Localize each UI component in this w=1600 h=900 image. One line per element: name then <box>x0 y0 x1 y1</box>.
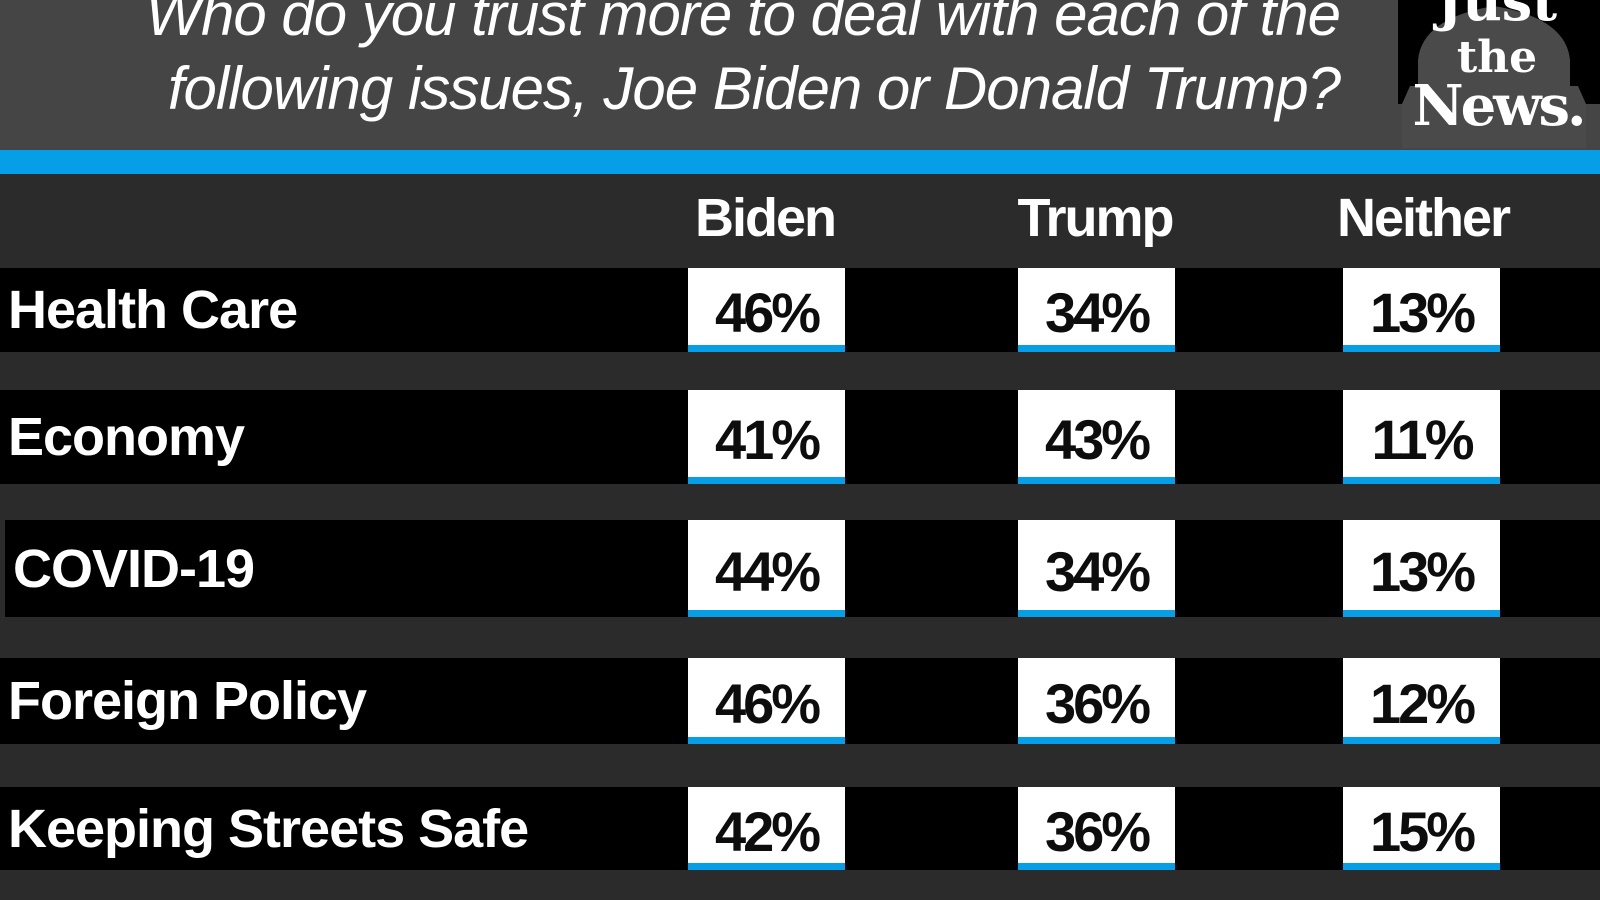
value-label: 44% <box>714 540 821 603</box>
column-header-biden: Biden <box>694 188 837 248</box>
value-label: 42% <box>714 800 821 863</box>
value-cell-trump: 43% <box>1018 390 1175 484</box>
title-line-2: following issues, Joe Biden or Donald Tr… <box>167 55 1341 122</box>
value-cell-biden: 42% <box>688 787 845 870</box>
value-cell-neither: 15% <box>1343 787 1500 870</box>
logo-text-just: Just <box>1436 0 1558 33</box>
value-label: 34% <box>1044 281 1151 344</box>
value-cell-biden: 46% <box>688 658 845 744</box>
row-label: Economy <box>8 407 245 467</box>
chart-title: Who do you trust more to deal with each … <box>40 0 1341 126</box>
value-cell-neither: 13% <box>1343 268 1500 352</box>
value-cell-neither: 12% <box>1343 658 1500 744</box>
value-label: 15% <box>1369 800 1476 863</box>
table-row-covid-19: COVID-19 44% 34% 13% <box>5 520 1600 617</box>
row-label: Health Care <box>8 280 298 340</box>
row-label: Foreign Policy <box>8 671 367 731</box>
row-label: COVID-19 <box>13 539 255 599</box>
accent-band <box>0 150 1600 174</box>
value-label: 13% <box>1369 540 1476 603</box>
value-cell-trump: 34% <box>1018 520 1175 617</box>
value-label: 36% <box>1044 800 1151 863</box>
value-label: 36% <box>1044 672 1151 735</box>
column-header-trump: Trump <box>1017 188 1174 248</box>
value-cell-trump: 36% <box>1018 658 1175 744</box>
table-row-foreign-policy: Foreign Policy 46% 36% 12% <box>0 658 1600 744</box>
value-label: 11% <box>1371 408 1475 471</box>
value-cell-biden: 46% <box>688 268 845 352</box>
row-label: Keeping Streets Safe <box>8 799 529 859</box>
logo-text-news: News. <box>1412 73 1586 139</box>
capitol-dome-icon <box>1388 0 1600 148</box>
logo-text-the: the <box>1456 32 1538 83</box>
value-label: 43% <box>1044 408 1151 471</box>
just-the-news-logo: Just the News. <box>1388 0 1600 148</box>
value-cell-trump: 36% <box>1018 787 1175 870</box>
title-line-1: Who do you trust more to deal with each … <box>145 0 1341 48</box>
value-cell-biden: 41% <box>688 390 845 484</box>
value-label: 12% <box>1369 672 1476 735</box>
value-cell-neither: 13% <box>1343 520 1500 617</box>
value-label: 34% <box>1044 540 1151 603</box>
value-cell-neither: 11% <box>1343 390 1500 484</box>
header: Who do you trust more to deal with each … <box>0 0 1600 150</box>
table-row-economy: Economy 41% 43% 11% <box>0 390 1600 484</box>
table-row-health-care: Health Care 46% 34% 13% <box>0 268 1600 352</box>
value-cell-trump: 34% <box>1018 268 1175 352</box>
table-row-keeping-streets-safe: Keeping Streets Safe 42% 36% 15% <box>0 787 1600 870</box>
value-cell-biden: 44% <box>688 520 845 617</box>
value-label: 46% <box>714 281 821 344</box>
column-header-neither: Neither <box>1336 188 1511 248</box>
value-label: 13% <box>1369 281 1476 344</box>
value-label: 46% <box>714 672 821 735</box>
value-label: 41% <box>714 408 821 471</box>
